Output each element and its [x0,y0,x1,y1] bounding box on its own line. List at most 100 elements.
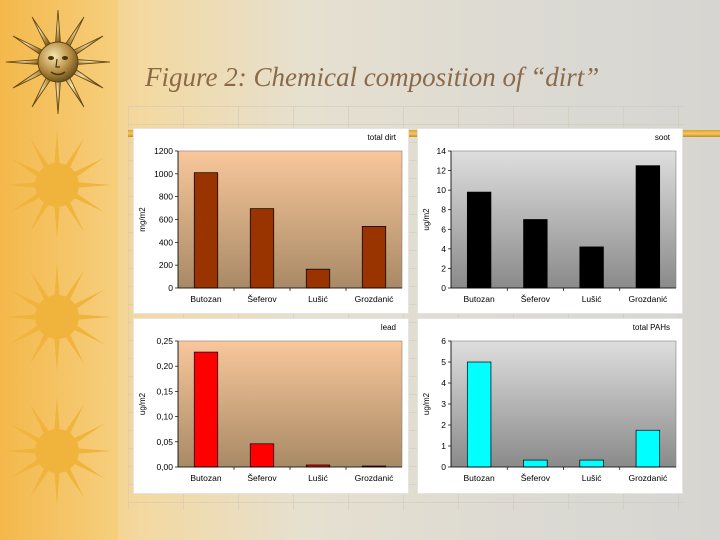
y-tick-label: 0,15 [156,386,173,396]
sun-icon [3,131,111,239]
chart-lead: lead ug/m2 0,00 0,05 0,10 0,15 0,20 0,25 Butozan… [133,318,409,494]
x-tick-label: Lušić [582,294,603,304]
bar [635,165,661,289]
y-tick-label: 0 [441,283,446,293]
bar [579,246,604,289]
x-tick-label: Grozdanić [629,473,668,483]
x-tick-label: Šeferov [247,473,277,483]
y-tick-label: 10 [437,185,447,195]
sun-ray [73,58,111,66]
y-tick-label: 0,25 [156,336,173,346]
x-tick-label: Lušić [308,473,329,483]
x-tick-label: Butozan [464,294,495,304]
y-axis-label: ug/m2 [422,208,431,231]
sun-ray [10,290,43,311]
x-tick-label: Šeferov [521,473,551,483]
chart-title: lead [381,323,396,332]
sun-ray [10,457,43,478]
sun-ray [54,202,60,239]
bar [635,429,661,468]
sun-ray [74,182,111,188]
bar [523,459,548,468]
sun-ray [63,331,84,364]
sun-ray [71,424,104,445]
y-tick-label: 8 [441,205,446,215]
y-tick-label: 5 [441,357,446,367]
y-tick-label: 0,00 [156,462,173,472]
y-tick-label: 0,05 [156,437,173,447]
sun-ray [30,465,51,498]
sun-ray [74,448,111,454]
chart-lead-svg: lead ug/m2 0,00 0,05 0,10 0,15 0,20 0,25 Butozan… [138,323,403,483]
sun-ray [10,424,43,445]
bar [579,459,604,468]
bar [249,208,275,289]
y-tick-label: 400 [159,237,173,247]
chart-soot-svg: soot ug/m2 0 2 4 6 8 10 12 14 Butozan Šeferov Lušić G… [422,133,677,304]
chart-title: total PAHs [633,323,670,332]
sun-ray [54,468,60,505]
chart-soot: soot ug/m2 0 2 4 6 8 10 12 14 Butozan Šeferov Lušić G… [417,128,683,314]
chart-total-dirt: total dirt mg/m2 0 200 400 600 800 1000 1200 Buto… [133,128,409,314]
x-tick-label: Butozan [190,473,221,483]
y-tick-label: 1 [441,441,446,451]
slide-title: Figure 2: Chemical composition of “dirt” [145,62,600,92]
sun-ray [54,77,62,115]
y-tick-label: 0,10 [156,412,173,422]
sun-ray [30,270,51,303]
sun-ray [63,199,84,232]
x-tick-label: Lušić [308,294,329,304]
bar [466,361,492,468]
sun-ray [54,334,60,371]
y-tick-label: 600 [159,215,173,225]
sun-icon [3,397,111,505]
sun-ray [71,191,104,212]
sun-ray [71,457,104,478]
y-tick-label: 1200 [154,146,173,156]
sun-ray [54,131,60,168]
sun-ray [10,191,43,212]
y-tick-label: 4 [441,378,446,388]
y-axis-label: ug/m2 [422,392,431,415]
sun-icon [3,263,111,371]
bar [193,351,219,468]
sun-ray [30,404,51,437]
y-tick-label: 2 [441,420,446,430]
bar [466,191,492,289]
sun-ray [30,199,51,232]
bronze-sun-face-icon [5,9,111,115]
bar [249,443,275,468]
sun-disc [35,295,79,339]
x-tick-label: Butozan [464,473,495,483]
sun-ray [71,158,104,179]
y-tick-label: 1000 [154,169,173,179]
x-tick-label: Butozan [190,294,221,304]
y-tick-label: 2 [441,263,446,273]
sun-ray [71,323,104,344]
sun-ray [5,58,43,66]
chart-title: soot [655,133,671,142]
sun-ray [63,270,84,303]
y-tick-label: 12 [437,166,447,176]
sun-ray [63,404,84,437]
y-tick-label: 200 [159,260,173,270]
sun-ray [63,465,84,498]
y-tick-label: 6 [441,336,446,346]
sun-ray [3,182,40,188]
sun-disc [35,429,79,473]
y-tick-label: 14 [437,146,447,156]
x-tick-label: Grozdanić [355,294,394,304]
sun-ray [10,323,43,344]
sun-ray [3,314,40,320]
sun-ray [63,138,84,171]
chart-title: total dirt [368,133,397,142]
y-tick-label: 3 [441,399,446,409]
sun-ray [54,9,62,47]
sun-ray [10,158,43,179]
bar [361,225,387,289]
y-tick-label: 0 [441,462,446,472]
chart-total-pahs-svg: total PAHs ug/m2 0 1 2 3 4 5 6 Butozan Šeferov Luši… [422,323,677,483]
x-tick-label: Lušić [582,473,603,483]
x-tick-label: Grozdanić [629,294,668,304]
bar [193,172,219,289]
